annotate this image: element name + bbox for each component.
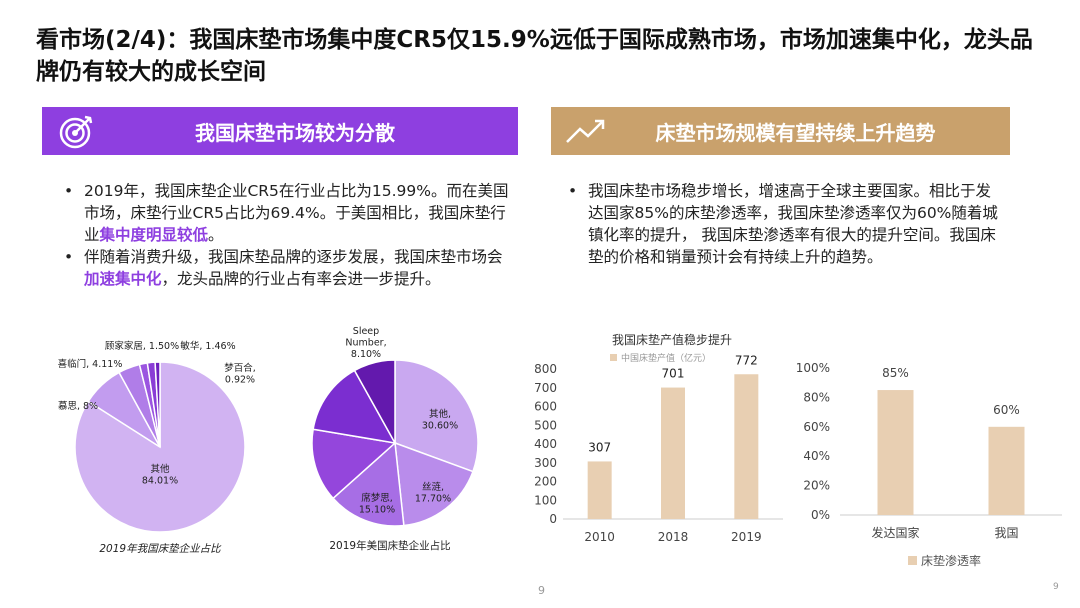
y-tick-label: 60% <box>803 420 830 434</box>
y-tick-label: 700 <box>534 381 557 395</box>
right-bullet-list: 我国床垫市场稳步增长，增速高于全球主要国家。相比于发达国家85%的床垫渗透率，我… <box>560 180 1005 268</box>
bullet-highlight: 集中度明显较低 <box>99 226 209 244</box>
pie-slice-2 <box>394 441 474 527</box>
x-tick-label: 2018 <box>658 530 689 544</box>
pie-slice-6 <box>353 359 396 446</box>
bar <box>587 461 612 519</box>
y-tick-label: 100% <box>796 361 830 375</box>
pie-data-label: 顾家家居, 1.50% <box>105 340 179 352</box>
pie-data-label: Sleep Number, 8.10% <box>345 326 386 360</box>
pie-slice-5 <box>312 369 397 444</box>
bar <box>877 390 914 515</box>
bar-value-label: 85% <box>882 366 909 380</box>
page-title: 看市场(2/4)：我国床垫市场集中度CR5仅15.9%远低于国际成熟市场，市场加… <box>36 27 1033 85</box>
pie-slice-1 <box>394 359 479 473</box>
china-share-pie-chart: 其他 84.01% 慕思, 8% 喜临门, 4.11% 顾家家居, 1.50% 敏华, 1… <box>58 340 256 555</box>
pie-data-label: 慕思, 8% <box>58 400 98 412</box>
pie-title: 2019年我国床垫企业占比 <box>99 543 222 555</box>
page-number: 9 <box>538 584 545 597</box>
x-tick-label: 发达国家 <box>871 525 919 540</box>
bar-value-label: 60% <box>993 403 1020 417</box>
right-section-banner: 床垫市场规模有望持续上升趋势 <box>551 107 1010 155</box>
left-bullet-2: 伴随着消费升级，我国床垫品牌的逐步发展，我国床垫市场会加速集中化，龙头品牌的行业… <box>56 246 516 290</box>
target-icon <box>42 107 112 155</box>
left-banner-text: 我国床垫市场较为分散 <box>195 120 395 145</box>
bar <box>988 426 1025 515</box>
y-tick-label: 0 <box>549 512 557 526</box>
pie-data-label: 其他, 30.60% <box>422 408 458 432</box>
y-tick-label: 80% <box>803 390 830 404</box>
bar <box>734 374 759 519</box>
pie-slice-6 <box>154 361 161 448</box>
bar-value-label: 772 <box>735 353 758 367</box>
pie-data-label: 丝涟, 17.70% <box>415 481 451 505</box>
right-banner-text: 床垫市场规模有望持续上升趋势 <box>655 120 936 145</box>
legend-label: 床垫渗透率 <box>921 553 981 568</box>
legend-label: 中国床垫产值（亿元） <box>621 352 711 364</box>
x-tick-label: 我国 <box>994 526 1018 540</box>
us-share-pie-chart: 其他, 30.60% 丝涟, 17.70% 席梦思, 15.10% Sleep Number,… <box>311 326 479 552</box>
bullet-text: 。 <box>208 226 224 244</box>
y-tick-label: 0% <box>811 508 830 522</box>
bullet-text: ，龙头品牌的行业占有率会进一步提升。 <box>161 270 441 288</box>
bar-chart-title: 我国床垫产值稳步提升 <box>612 332 732 347</box>
y-tick-label: 300 <box>534 456 557 470</box>
bar-value-label: 307 <box>588 440 611 454</box>
y-tick-label: 400 <box>534 437 557 451</box>
left-section-banner: 我国床垫市场较为分散 <box>42 107 518 155</box>
pie-title: 2019年美国床垫企业占比 <box>329 539 450 552</box>
pie-slice-3 <box>332 441 405 527</box>
pie-data-label: 喜临门, 4.11% <box>58 358 123 370</box>
penetration-bar-chart: 0% 20% 40% 60% 80% 100% 85% 发达国家 60% 我国床垫渗透率 <box>796 361 1062 568</box>
trend-up-icon <box>551 107 621 155</box>
legend-swatch <box>610 354 617 361</box>
pie-data-label: 敏华, 1.46% <box>180 340 235 352</box>
bar <box>661 387 685 519</box>
x-tick-label: 2010 <box>584 530 615 544</box>
bullet-text: 伴随着消费升级，我国床垫品牌的逐步发展，我国床垫市场会 <box>84 248 503 266</box>
pie-slice-4 <box>311 428 397 500</box>
y-tick-label: 600 <box>534 400 557 414</box>
bullet-highlight: 加速集中化 <box>84 270 162 288</box>
y-tick-label: 100 <box>534 493 557 507</box>
page-number-corner: 9 <box>1053 582 1059 592</box>
right-bullet-1: 我国床垫市场稳步增长，增速高于全球主要国家。相比于发达国家85%的床垫渗透率，我… <box>560 180 1005 268</box>
pie-data-label: 梦百合, 0.92% <box>224 362 256 386</box>
y-tick-label: 800 <box>534 362 557 376</box>
y-tick-label: 40% <box>803 449 830 463</box>
x-tick-label: 2019 <box>731 530 762 544</box>
pie-data-label: 席梦思, 15.10% <box>359 492 395 516</box>
y-tick-label: 500 <box>534 418 557 432</box>
y-tick-label: 20% <box>803 479 830 493</box>
left-bullet-1: 2019年，我国床垫企业CR5在行业占比为15.99%。而在美国市场，床垫行业C… <box>56 180 516 246</box>
left-bullet-list: 2019年，我国床垫企业CR5在行业占比为15.99%。而在美国市场，床垫行业C… <box>56 180 516 290</box>
y-tick-label: 200 <box>534 475 557 489</box>
pie-data-label: 其他 84.01% <box>142 463 178 487</box>
bar-value-label: 701 <box>662 367 685 381</box>
legend-swatch <box>908 556 917 565</box>
bullet-text: 2019年，我国床垫企业CR5在行业占比为15.99%。而在美国市场，床垫行业C… <box>84 182 509 244</box>
